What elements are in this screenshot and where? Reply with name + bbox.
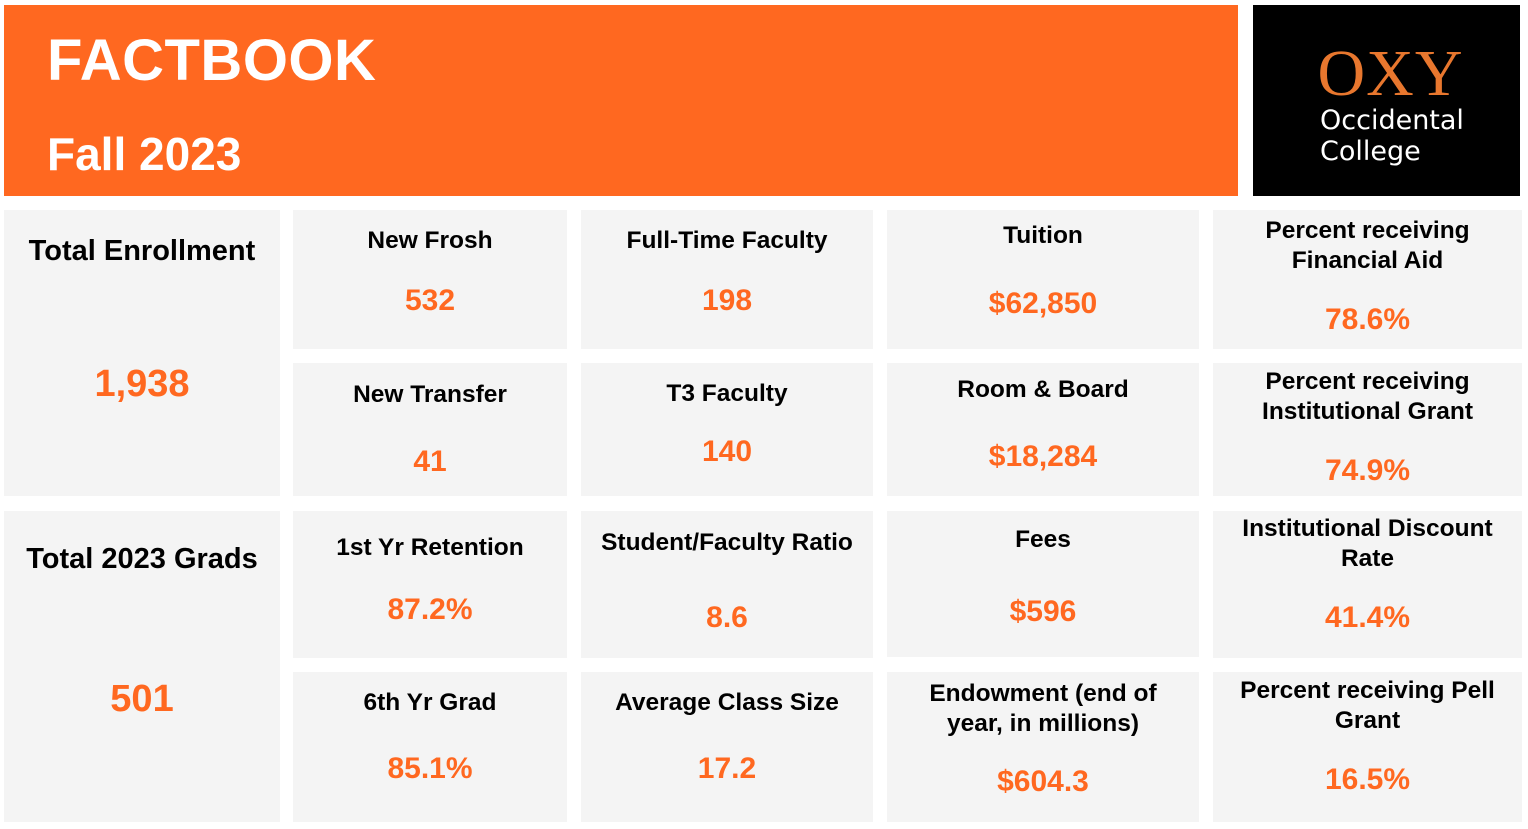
stat-label: Room & Board (957, 376, 1129, 403)
stat-label: Institutional Discount (1242, 515, 1493, 542)
stat-value: 532 (404, 284, 456, 317)
stat-label: New Transfer (353, 381, 507, 408)
stat-label: Percent receiving (1265, 217, 1470, 244)
occidental-college-logo: OXY Occidental College (1253, 5, 1520, 196)
stat-label: New Frosh (367, 227, 493, 254)
stat-label: Rate (1340, 545, 1395, 572)
stat-tile-total-enrollment: Total Enrollment 1,938 (4, 210, 280, 496)
stat-value: 85.1% (387, 752, 473, 785)
stat-label: Student/Faculty Ratio (601, 529, 853, 556)
stat-value: 16.5% (1324, 763, 1411, 796)
stat-label: Fees (1015, 526, 1071, 553)
stat-tile-new-transfer: New Transfer 41 (293, 363, 567, 496)
stat-tile-sixth-yr-grad: 6th Yr Grad 85.1% (293, 672, 567, 822)
stat-label: Percent receiving (1265, 368, 1470, 395)
stat-value: $604.3 (997, 765, 1089, 798)
stat-label: Financial Aid (1291, 247, 1444, 274)
stat-label: Total Enrollment (28, 235, 256, 267)
stat-label: Tuition (1003, 222, 1083, 249)
stat-value: 8.6 (706, 601, 748, 634)
stat-tile-t3-faculty: T3 Faculty 140 (581, 363, 873, 496)
logo-line1: Occidental (1320, 105, 1464, 136)
logo-line2: College (1320, 136, 1421, 167)
stat-value: 74.9% (1324, 454, 1411, 487)
stat-value: 198 (701, 284, 753, 317)
stat-tile-first-yr-retention: 1st Yr Retention 87.2% (293, 511, 567, 658)
stat-value: 87.2% (387, 593, 473, 626)
stat-tile-pct-institutional-grant: Percent receiving Institutional Grant 74… (1213, 363, 1522, 496)
stat-value: 41 (413, 445, 447, 478)
page-title: FACTBOOK (47, 28, 377, 93)
stat-tile-new-frosh: New Frosh 532 (293, 210, 567, 349)
stat-tile-full-time-faculty: Full-Time Faculty 198 (581, 210, 873, 349)
stat-label: Percent receiving Pell (1240, 677, 1495, 704)
stat-value: 17.2 (697, 752, 757, 785)
stat-label: year, in millions) (947, 710, 1139, 737)
stat-label: Institutional Grant (1262, 398, 1473, 425)
stat-tile-total-grads: Total 2023 Grads 501 (4, 511, 280, 822)
stat-tile-room-board: Room & Board $18,284 (887, 363, 1199, 496)
stat-value: 140 (701, 435, 753, 468)
stat-label: Endowment (end of (929, 680, 1157, 707)
stat-value: $18,284 (988, 440, 1098, 473)
stat-value: 1,938 (94, 363, 190, 405)
stat-label: T3 Faculty (666, 380, 788, 407)
stat-label: Grant (1334, 707, 1401, 734)
stat-tile-fees: Fees $596 (887, 511, 1199, 657)
stat-tile-pct-pell-grant: Percent receiving Pell Grant 16.5% (1213, 672, 1522, 822)
stat-tile-endowment: Endowment (end of year, in millions) $60… (887, 672, 1199, 822)
page-subtitle: Fall 2023 (47, 128, 242, 180)
stat-tile-tuition: Tuition $62,850 (887, 210, 1199, 349)
stat-value: 41.4% (1324, 601, 1411, 634)
stat-label: Full-Time Faculty (626, 227, 828, 254)
stat-value: 501 (110, 678, 174, 720)
stat-tile-discount-rate: Institutional Discount Rate 41.4% (1213, 511, 1522, 658)
stat-label: 1st Yr Retention (336, 534, 524, 561)
logo-mark: OXY (1317, 37, 1464, 110)
stat-label: 6th Yr Grad (363, 689, 497, 716)
stat-tile-pct-financial-aid: Percent receiving Financial Aid 78.6% (1213, 210, 1522, 349)
stat-value: 78.6% (1324, 303, 1411, 336)
factbook-header: FACTBOOK Fall 2023 (4, 5, 1238, 196)
stat-label: Total 2023 Grads (26, 543, 258, 575)
stat-value: $62,850 (988, 287, 1098, 320)
stat-label: Average Class Size (615, 689, 839, 716)
stat-value: $596 (1009, 595, 1077, 628)
stat-tile-student-faculty-ratio: Student/Faculty Ratio 8.6 (581, 511, 873, 658)
logo-wordmark: Occidental College (1320, 105, 1464, 167)
stat-tile-average-class-size: Average Class Size 17.2 (581, 672, 873, 822)
